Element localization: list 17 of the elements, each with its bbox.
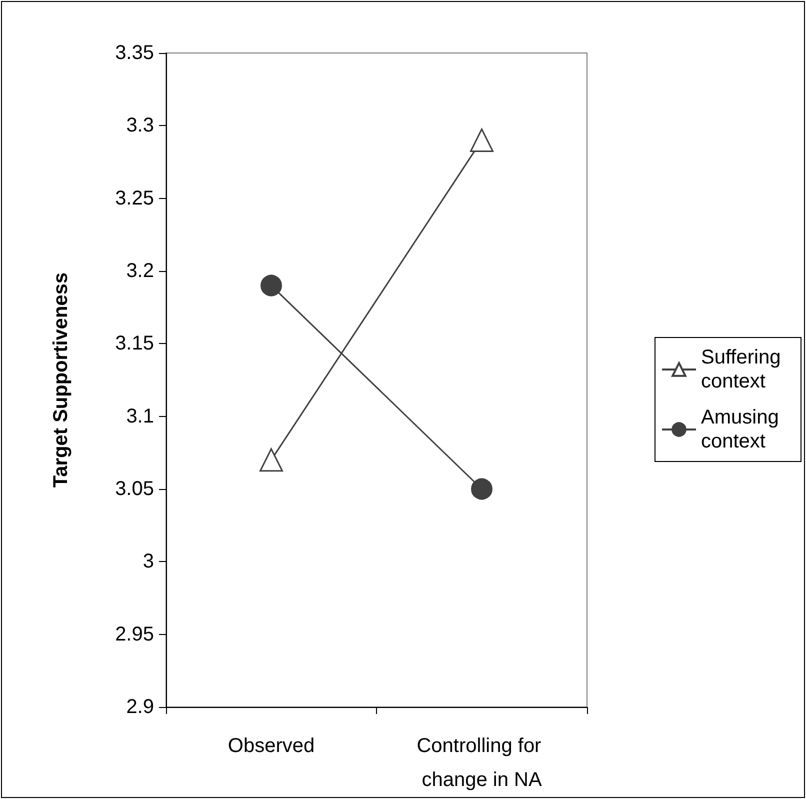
y-tick-label: 3.15: [115, 332, 154, 355]
legend-label: Amusing context: [701, 406, 784, 452]
y-tick-label: 2.9: [126, 696, 154, 718]
x-tick-label: Controlling for change in NA: [416, 735, 547, 791]
y-tick-label: 3.2: [126, 260, 154, 282]
y-tick-label: 2.95: [115, 623, 154, 646]
y-tick-label: 3.35: [115, 42, 154, 64]
x-tick-label: Observed: [228, 735, 315, 757]
y-tick-label: 3.05: [115, 478, 154, 500]
y-tick-label: 3: [142, 550, 154, 573]
point: [260, 274, 282, 296]
y-axis-title: Target Supportiveness: [50, 272, 72, 488]
y-tick-label: 3.25: [115, 187, 154, 210]
y-tick-label: 3.3: [126, 114, 154, 137]
y-tick-label: 3.1: [126, 405, 154, 428]
point: [471, 478, 492, 500]
legend-label: Suffering context: [701, 346, 786, 392]
